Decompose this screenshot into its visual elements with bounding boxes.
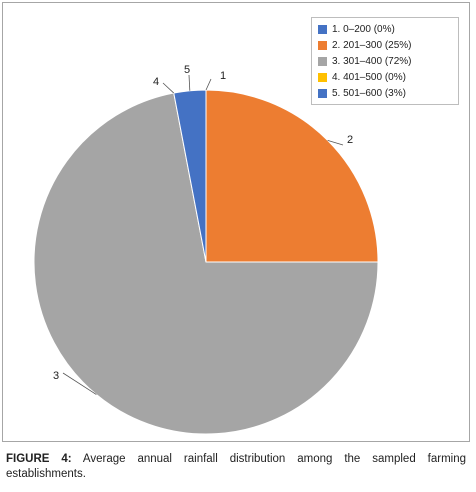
legend-swatch: [318, 72, 327, 82]
legend-label: 2. 201–300 (25%): [332, 39, 412, 51]
pie-slice-3: [33, 92, 379, 435]
legend-label: 5. 501–600 (3%): [332, 87, 406, 99]
legend-swatch: [318, 56, 327, 66]
leader-line-4: [162, 82, 175, 94]
legend-swatch: [318, 40, 327, 50]
leader-line-1: [205, 78, 212, 91]
legend-label: 3. 301–400 (72%): [332, 55, 412, 67]
leader-line-3: [62, 372, 97, 395]
caption-text: Average annual rainfall distribution amo…: [6, 453, 466, 480]
pie-chart: 1 2 3 4 5: [33, 64, 379, 435]
caption-prefix: FIGURE 4:: [6, 453, 72, 465]
slice-label-2: 2: [347, 134, 353, 146]
chart-frame: 1 2 3 4 5 1. 0–200 (0%) 2. 201–300 (25%) 3. 30…: [2, 2, 470, 442]
pie-slices: [33, 89, 379, 435]
legend-label: 1. 0–200 (0%): [332, 23, 395, 35]
legend-swatch: [318, 24, 327, 34]
legend-swatch: [318, 88, 327, 98]
slice-labels: 1 2 3 4 5: [53, 64, 353, 382]
leader-line-2: [327, 139, 344, 146]
legend: 1. 0–200 (0%) 2. 201–300 (25%) 3. 301–400 …: [311, 17, 459, 105]
leader-lines: [62, 74, 344, 395]
legend-item: 3. 301–400 (72%): [318, 53, 452, 69]
pie-slice-2: [205, 89, 379, 263]
legend-item: 5. 501–600 (3%): [318, 85, 452, 101]
legend-label: 4. 401–500 (0%): [332, 71, 406, 83]
legend-item: 4. 401–500 (0%): [318, 69, 452, 85]
slice-label-1: 1: [220, 70, 226, 82]
figure-caption: FIGURE 4: Average annual rainfall distri…: [6, 452, 466, 482]
legend-item: 1. 0–200 (0%): [318, 21, 452, 37]
legend-item: 2. 201–300 (25%): [318, 37, 452, 53]
slice-label-4: 4: [153, 76, 159, 88]
slice-label-3: 3: [53, 370, 59, 382]
slice-label-5: 5: [184, 64, 190, 76]
leader-line-5: [188, 74, 191, 91]
